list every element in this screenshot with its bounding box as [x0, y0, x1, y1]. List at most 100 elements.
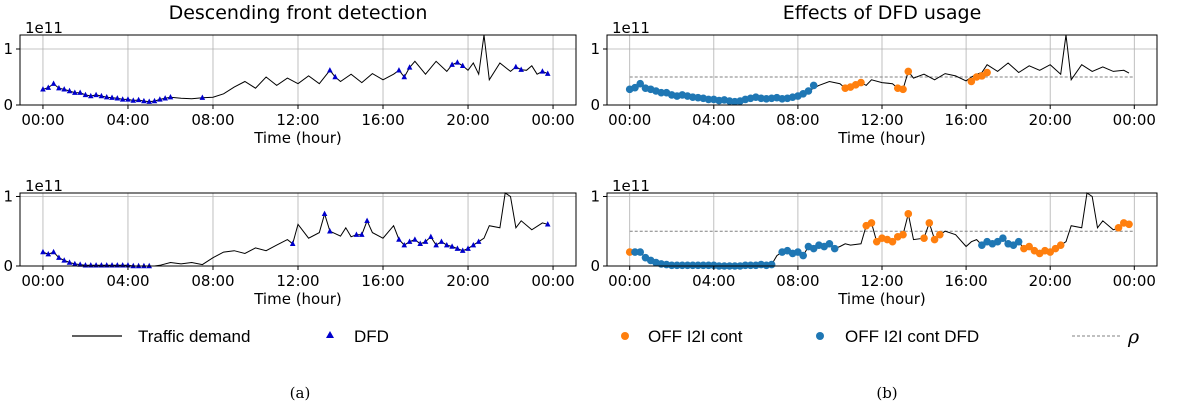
x-tick-label: 08:00	[191, 111, 234, 129]
off-i2i-cont-point	[967, 77, 976, 86]
dfd-marker	[358, 231, 365, 237]
x-tick-label: 20:00	[446, 272, 489, 290]
dfd-marker	[66, 87, 73, 94]
off-i2i-cont-dfd-point	[809, 81, 818, 90]
off-i2i-cont-dfd-point	[678, 261, 687, 270]
off-i2i-cont-dfd-point	[667, 261, 676, 270]
off-i2i-cont-dfd-point	[746, 261, 755, 270]
dfd-marker	[151, 97, 158, 104]
off-i2i-cont-dfd-point	[704, 261, 713, 270]
y-offset-text: 1e11	[612, 177, 650, 195]
off-i2i-cont-dfd-point	[1014, 237, 1023, 246]
dfd-marker	[364, 217, 370, 224]
off-i2i-cont-point	[1025, 242, 1033, 251]
x-tick-label: 04:00	[692, 111, 735, 129]
off-i2i-cont-point	[1125, 220, 1133, 229]
x-tick-label: 04:00	[106, 111, 149, 129]
dfd-marker	[109, 94, 115, 100]
legend-b-orange-label: OFF I2I cont	[648, 327, 743, 346]
y-tick-label: 1	[3, 40, 13, 58]
y-offset-text: 1e11	[25, 19, 63, 37]
off-i2i-cont-dfd-point	[631, 83, 639, 92]
y-tick-label: 0	[3, 257, 13, 275]
off-i2i-cont-dfd-point	[804, 87, 813, 95]
off-i2i-cont-point	[904, 67, 913, 76]
x-tick-label: 08:00	[191, 272, 234, 290]
x-tick-label: 08:00	[776, 272, 819, 290]
dfd-marker	[459, 62, 466, 68]
dfd-marker	[87, 92, 94, 99]
off-i2i-cont-point	[867, 219, 876, 227]
x-tick-label: 04:00	[106, 272, 149, 290]
off-i2i-cont-point	[899, 85, 907, 94]
dfd-marker	[72, 89, 78, 95]
x-tick-label: 04:00	[692, 272, 735, 290]
dfd-marker	[327, 67, 333, 73]
off-i2i-cont-dfd-point	[673, 261, 681, 270]
dfd-marker	[539, 68, 546, 74]
off-i2i-cont-dfd-point	[683, 261, 692, 270]
legend-b: OFF I2I cont OFF I2I cont DFD ρ	[621, 326, 1140, 348]
dfd-marker	[321, 210, 328, 217]
off-i2i-cont-point	[899, 230, 907, 239]
dfd-marker	[72, 260, 78, 267]
x-tick-label: 16:00	[361, 111, 404, 129]
x-tick-label: 12:00	[860, 272, 903, 290]
y-tick-label: 1	[590, 187, 600, 205]
chart-title: Effects of DFD usage	[783, 2, 982, 24]
off-i2i-cont-dfd-point	[825, 239, 834, 248]
dfd-marker	[56, 254, 62, 260]
x-tick-label: 00:00	[608, 272, 651, 290]
dfd-marker	[422, 238, 429, 244]
dfd-marker	[45, 250, 52, 257]
off-i2i-cont-dfd-point	[799, 251, 807, 260]
dfd-marker	[513, 63, 519, 70]
dfd-marker	[114, 95, 121, 101]
x-tick-label: 00:00	[531, 272, 574, 290]
x-tick-label: 00:00	[1113, 272, 1156, 290]
dfd-marker	[40, 86, 46, 92]
dfd-marker	[103, 93, 110, 100]
legend-b-blue-marker	[816, 332, 824, 340]
x-tick-label: 00:00	[1113, 111, 1156, 129]
dfd-marker	[406, 238, 413, 244]
legend-a: Traffic demand DFD	[72, 327, 389, 346]
off-i2i-cont-dfd-point	[830, 244, 839, 253]
dfd-marker	[401, 73, 408, 80]
dfd-marker	[93, 91, 99, 98]
chart-a-top: 00:00 04:00 08:00 12:00 16:00 20:00 00:00 0 1 1e1…	[3, 2, 577, 147]
off-i2i-cont-point	[1056, 241, 1065, 249]
traffic-demand-line	[42, 192, 548, 267]
dfd-marker	[119, 96, 126, 102]
dfd-marker	[50, 248, 57, 255]
dfd-marker	[332, 73, 338, 80]
x-tick-label: 00:00	[608, 111, 651, 129]
dfd-marker	[412, 236, 418, 242]
dfd-marker	[470, 241, 477, 248]
x-tick-label: 20:00	[1029, 111, 1072, 129]
dfd-marker	[56, 85, 62, 91]
off-i2i-cont-point	[925, 219, 934, 227]
off-i2i-cont-point	[857, 78, 865, 87]
x-tick-label: 08:00	[776, 111, 819, 129]
dfd-marker	[433, 241, 439, 248]
dfd-marker	[289, 240, 296, 246]
dfd-marker	[82, 91, 89, 98]
y-tick-label: 1	[3, 187, 13, 205]
dfd-marker	[98, 92, 105, 99]
x-tick-label: 12:00	[276, 111, 319, 129]
off-i2i-cont-dfd-point	[704, 95, 713, 104]
dfd-marker	[199, 94, 206, 100]
off-i2i-cont-point	[930, 235, 939, 244]
legend-b-orange-marker	[621, 332, 629, 340]
off-i2i-cont-dfd-point	[999, 234, 1007, 242]
dfd-marker	[162, 95, 168, 101]
x-axis-label: Time (hour)	[837, 290, 926, 308]
x-axis-label: Time (hour)	[253, 290, 342, 308]
x-tick-label: 20:00	[1029, 272, 1072, 290]
dfd-marker	[135, 96, 142, 103]
off-i2i-cont-point	[936, 230, 944, 239]
dfd-marker	[454, 245, 461, 251]
legend-a-dfd-marker	[326, 331, 334, 338]
traffic-demand-line	[42, 34, 548, 103]
